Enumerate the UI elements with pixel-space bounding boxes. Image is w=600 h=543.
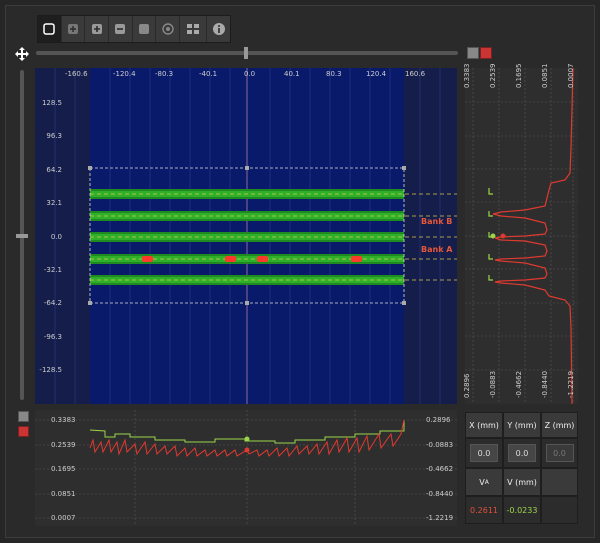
grid-icon[interactable]: [180, 16, 208, 42]
x-tick: -160.6: [65, 70, 88, 78]
vertical-slider-handle[interactable]: [16, 234, 28, 238]
right-tick: -0.8440: [426, 490, 454, 498]
right-profile-red-marker: [500, 233, 506, 239]
target-icon[interactable]: [156, 16, 180, 42]
y-tick: 128.5: [41, 99, 62, 107]
left-tick: 0.0851: [51, 490, 76, 498]
left-tick: 0.2539: [51, 441, 76, 449]
right-profile-red-curve: [492, 68, 574, 404]
right-tick: -0.0883: [426, 441, 454, 449]
top-tick: 0.0007: [567, 63, 575, 89]
y-tick: -32.1: [43, 266, 62, 274]
x-tick: 40.1: [284, 70, 300, 78]
toolbar: [37, 15, 231, 43]
bottom-clear-icon[interactable]: [18, 426, 29, 437]
va-header-label: V: [479, 477, 485, 487]
select-box-icon[interactable]: [38, 16, 62, 42]
y-tick: 64.2: [46, 166, 62, 174]
x-value-cell: 0.0: [465, 438, 503, 468]
bottom-profile-red-curve: [89, 419, 405, 458]
plus-box-icon[interactable]: [85, 16, 109, 42]
left-tick: 0.1695: [51, 465, 76, 473]
y-tick: 0.0: [50, 233, 62, 241]
bank-a-label: Bank A: [421, 245, 453, 254]
y-value-cell: 0.0: [503, 438, 541, 468]
main-plot[interactable]: [35, 68, 457, 404]
bottom-profile-green-marker: [244, 436, 250, 442]
right-tick: -1.2219: [426, 514, 454, 522]
left-tick: 0.3383: [51, 416, 76, 424]
bank-b-label: Bank B: [421, 217, 453, 226]
x-tick: 0.0: [244, 70, 256, 78]
bottom-profile-plot[interactable]: [35, 410, 457, 526]
x-tick: 160.6: [405, 70, 426, 78]
y-value-field[interactable]: 0.0: [508, 444, 536, 462]
y-tick: -128.5: [39, 366, 62, 374]
clear-icon[interactable]: [480, 47, 492, 59]
empty-header: [541, 468, 578, 496]
top-tick: 0.2539: [489, 63, 497, 89]
top-tick: 0.0851: [541, 63, 549, 89]
square-icon[interactable]: [133, 16, 157, 42]
bottom-profile-red-marker: [244, 447, 250, 453]
x-tick: -40.1: [199, 70, 218, 78]
y-tick: -64.2: [43, 299, 62, 307]
y-header: Y (mm): [503, 412, 541, 438]
top-tick: 0.1695: [515, 63, 523, 89]
v-value: -0.0233: [503, 496, 541, 524]
x-tick: -120.4: [113, 70, 136, 78]
y-tick: 32.1: [46, 199, 62, 207]
va-value: 0.2611: [465, 496, 503, 524]
minus-box-icon[interactable]: [109, 16, 133, 42]
bottom-copy-icon[interactable]: [18, 411, 29, 422]
right-profile-plot[interactable]: [465, 68, 578, 404]
side-strip-right: [404, 68, 457, 404]
copy-icon[interactable]: [467, 47, 479, 59]
horizontal-slider[interactable]: [36, 47, 458, 59]
z-header: Z (mm): [541, 412, 578, 438]
empty-value: [541, 496, 578, 524]
bottom-tick: -0.8440: [541, 370, 549, 398]
zoom-in-box-icon[interactable]: [62, 16, 86, 42]
info-icon[interactable]: [207, 16, 230, 42]
x-value-field[interactable]: 0.0: [470, 444, 498, 462]
v-header: V (mm): [503, 468, 541, 496]
bottom-tick: -0.0883: [489, 370, 497, 398]
right-tick: -0.4662: [426, 465, 454, 473]
x-header: X (mm): [465, 412, 503, 438]
y-tick: 96.3: [46, 132, 62, 140]
main-x-axis: -160.6 -120.4 -80.3 -40.1 0.0 40.1 80.3 …: [65, 70, 457, 80]
bottom-tick: -1.2219: [567, 370, 575, 398]
side-strip-left: [35, 68, 90, 404]
vertical-slider[interactable]: [16, 70, 28, 400]
x-tick: 120.4: [366, 70, 387, 78]
right-profile-green-marker: [490, 233, 496, 239]
horizontal-slider-handle[interactable]: [244, 47, 248, 59]
va-header-sub: A: [484, 478, 489, 486]
z-value-field: 0.0: [545, 444, 574, 462]
y-tick: -96.3: [43, 333, 62, 341]
z-value-cell: 0.0: [541, 438, 578, 468]
right-tick: 0.2896: [426, 416, 451, 424]
bottom-tick: -0.4662: [515, 370, 523, 398]
x-tick: 80.3: [326, 70, 342, 78]
row-guides: [90, 193, 457, 281]
top-tick: 0.3383: [463, 63, 471, 89]
left-tick: 0.0007: [51, 514, 76, 522]
move-icon[interactable]: [15, 46, 29, 61]
bottom-tick: 0.2896: [463, 373, 471, 399]
x-tick: -80.3: [155, 70, 174, 78]
defect-spots: [142, 256, 362, 262]
